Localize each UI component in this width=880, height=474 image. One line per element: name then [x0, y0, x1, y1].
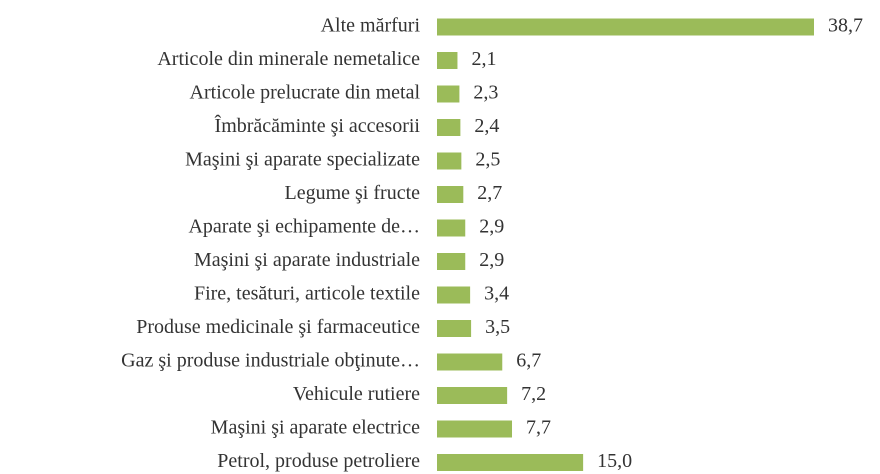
- category-label: Gaz şi produse industriale obţinute…: [121, 350, 420, 372]
- category-label: Maşini şi aparate industriale: [194, 249, 420, 271]
- bar: [437, 219, 466, 237]
- category-label: Vehicule rutiere: [293, 383, 420, 405]
- value-label: 2,7: [477, 182, 502, 204]
- bar: [437, 353, 503, 371]
- value-label: 3,5: [485, 316, 510, 338]
- category-label: Fire, tesături, articole textile: [194, 283, 420, 305]
- value-label: 2,4: [474, 115, 499, 137]
- value-label: 15,0: [597, 450, 632, 472]
- value-label: 7,7: [526, 417, 551, 439]
- category-label: Legume şi fructe: [285, 182, 421, 204]
- bar: [437, 119, 461, 136]
- bar: [437, 18, 814, 36]
- value-label: 2,9: [479, 216, 504, 238]
- value-label: 2,3: [473, 82, 498, 104]
- category-label: Articole din minerale nemetalice: [157, 48, 420, 70]
- bar: [437, 286, 471, 304]
- category-label: Maşini şi aparate electrice: [211, 417, 420, 439]
- value-label: 38,7: [828, 15, 863, 37]
- category-label: Îmbrăcăminte şi accesorii: [215, 114, 421, 137]
- bar: [437, 186, 464, 203]
- category-label: Alte mărfuri: [321, 15, 421, 37]
- value-label: 2,9: [479, 249, 504, 271]
- value-label: 2,1: [471, 48, 496, 70]
- bar: [437, 85, 460, 103]
- category-label: Aparate şi echipamente de…: [188, 216, 420, 238]
- value-label: 3,4: [484, 283, 509, 305]
- bar: [437, 253, 466, 270]
- category-label: Articole prelucrate din metal: [190, 82, 421, 104]
- category-label: Petrol, produse petroliere: [217, 450, 420, 472]
- category-label: Produse medicinale şi farmaceutice: [136, 316, 420, 338]
- value-label: 6,7: [516, 350, 541, 372]
- value-label: 7,2: [521, 383, 546, 405]
- value-label: 2,5: [475, 149, 500, 171]
- bar: [437, 454, 584, 471]
- bar: [437, 387, 508, 404]
- bar: [437, 52, 458, 69]
- bar: [437, 152, 462, 170]
- bar: [437, 420, 513, 438]
- bar: [437, 320, 472, 337]
- category-label: Maşini şi aparate specializate: [185, 149, 420, 171]
